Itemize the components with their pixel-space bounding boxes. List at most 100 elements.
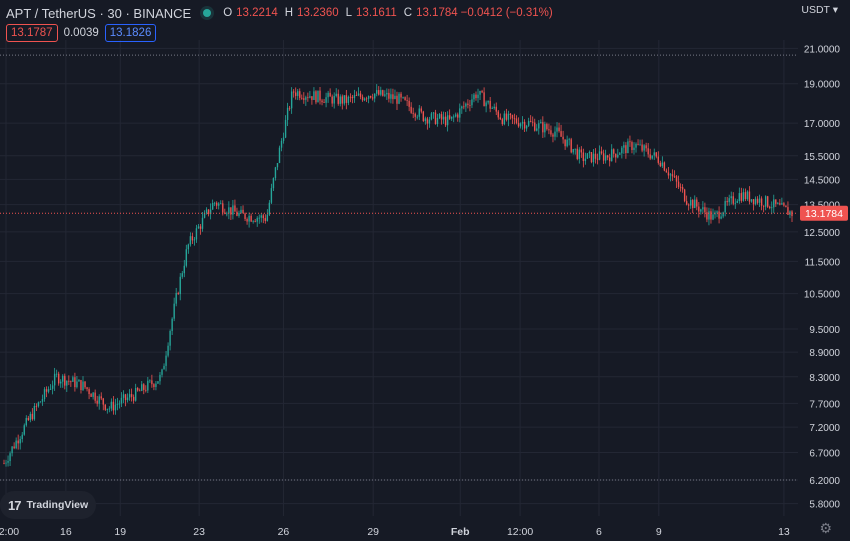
candle-body bbox=[35, 405, 38, 407]
candle-body bbox=[301, 97, 303, 99]
candle-body bbox=[290, 91, 293, 109]
candle-body bbox=[37, 402, 40, 407]
candle-body bbox=[222, 203, 224, 213]
candle-body bbox=[317, 90, 319, 103]
candle-body bbox=[586, 153, 589, 159]
candle-body bbox=[548, 129, 550, 131]
candle-body bbox=[521, 121, 524, 124]
candle-body bbox=[392, 94, 394, 100]
candle-body bbox=[23, 425, 25, 435]
candle-body bbox=[424, 118, 427, 121]
tradingview-logo[interactable]: 17 TradingView bbox=[0, 491, 97, 519]
candle-body bbox=[706, 212, 708, 220]
candle-body bbox=[258, 217, 260, 219]
candle-body bbox=[94, 392, 96, 401]
candle-body bbox=[299, 91, 301, 98]
candle-body bbox=[134, 387, 137, 401]
candle-body bbox=[197, 226, 200, 229]
candle-body bbox=[51, 385, 54, 389]
candle-body bbox=[155, 383, 157, 387]
candle-body bbox=[353, 95, 356, 99]
buy-button[interactable]: 13.1826 bbox=[104, 24, 157, 42]
candle-body bbox=[637, 143, 639, 145]
candle-body bbox=[325, 97, 327, 103]
candle-body bbox=[25, 418, 27, 426]
candle-body bbox=[453, 116, 455, 118]
candle-body bbox=[163, 365, 165, 370]
gear-icon[interactable]: ⚙ bbox=[819, 520, 832, 536]
candle-body bbox=[544, 124, 546, 133]
candle-body bbox=[473, 94, 475, 100]
candle-body bbox=[98, 396, 100, 404]
candle-body bbox=[416, 116, 418, 118]
candle-body bbox=[57, 373, 60, 384]
candle-body bbox=[777, 203, 779, 205]
candle-body bbox=[463, 106, 465, 108]
candle-body bbox=[726, 201, 728, 203]
candle-body bbox=[720, 216, 722, 219]
candle-body bbox=[161, 369, 163, 375]
y-tick-label: 7.2000 bbox=[809, 423, 840, 434]
symbol-header: APT / TetherUS · 30 · BINANCE O 13.2214 H… bbox=[6, 4, 553, 22]
candle-body bbox=[783, 203, 785, 206]
logo-label: TradingView bbox=[26, 499, 89, 511]
low-value: 13.1611 bbox=[356, 7, 397, 19]
candle-body bbox=[426, 118, 429, 124]
candle-body bbox=[576, 148, 578, 159]
candle-body bbox=[236, 211, 238, 216]
candle-body bbox=[386, 92, 388, 95]
candle-body bbox=[641, 144, 643, 151]
candle-body bbox=[487, 100, 489, 103]
candle-body bbox=[428, 119, 431, 124]
candle-body bbox=[594, 153, 597, 159]
candle-body bbox=[157, 381, 159, 384]
candle-body bbox=[574, 148, 576, 150]
candle-body bbox=[357, 93, 360, 96]
candle-body bbox=[143, 384, 145, 390]
candle-body bbox=[74, 377, 76, 388]
candle-body bbox=[712, 214, 714, 220]
candle-body bbox=[250, 215, 252, 222]
candle-body bbox=[149, 380, 151, 382]
candle-body bbox=[126, 397, 129, 401]
candle-body bbox=[76, 381, 78, 388]
candle-body bbox=[68, 380, 70, 382]
candle-body bbox=[513, 118, 516, 120]
low-key: L bbox=[345, 7, 353, 19]
candle-body bbox=[268, 202, 271, 215]
candle-body bbox=[60, 381, 62, 384]
candle-body bbox=[64, 375, 66, 386]
candle-body bbox=[141, 384, 143, 391]
candle-body bbox=[730, 196, 732, 199]
x-tick-label: Feb bbox=[451, 526, 470, 538]
candle-body bbox=[554, 131, 556, 137]
candle-body bbox=[702, 207, 704, 210]
candle-body bbox=[3, 463, 5, 465]
candle-body bbox=[750, 199, 753, 202]
candle-body bbox=[613, 149, 615, 154]
y-tick-label: 11.5000 bbox=[805, 257, 841, 268]
candle-body bbox=[242, 209, 244, 214]
candle-body bbox=[351, 96, 354, 99]
candle-body bbox=[408, 100, 410, 107]
candle-body bbox=[536, 128, 538, 131]
candlestick-series bbox=[3, 84, 793, 467]
candle-body bbox=[507, 113, 510, 120]
candle-body bbox=[396, 95, 398, 104]
candle-body bbox=[752, 199, 755, 205]
candle-body bbox=[779, 203, 781, 205]
candle-body bbox=[15, 440, 17, 449]
candle-body bbox=[183, 265, 185, 274]
sell-button[interactable]: 13.1787 bbox=[6, 24, 58, 42]
candle-body bbox=[400, 93, 402, 98]
candle-body bbox=[769, 206, 771, 209]
candle-body bbox=[102, 398, 104, 405]
symbol-title[interactable]: APT / TetherUS · 30 · BINANCE bbox=[6, 5, 192, 21]
currency-selector[interactable]: USDT ▾ bbox=[801, 4, 838, 16]
candle-body bbox=[629, 141, 631, 143]
last-price-tag bbox=[800, 205, 848, 221]
candle-body bbox=[491, 108, 493, 110]
candle-body bbox=[201, 217, 204, 229]
candle-body bbox=[766, 196, 769, 207]
